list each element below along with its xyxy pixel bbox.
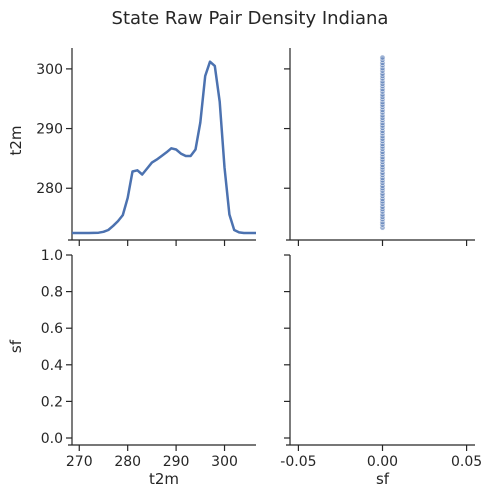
y-tick-label: 0.0 [41, 431, 63, 447]
chart-title: State Raw Pair Density Indiana [112, 8, 389, 29]
panel-sf_sf: -0.05 0.00 0.05 sf [280, 255, 482, 488]
x-tick-label: 0.00 [367, 454, 398, 470]
scatter-point [380, 55, 385, 60]
y-axis-label: t2m [7, 125, 25, 155]
y-axis-label: sf [7, 339, 25, 353]
y-tick-label: 0.4 [41, 358, 63, 374]
kde-line [72, 62, 256, 233]
y-tick-label: 0.6 [41, 321, 63, 337]
y-tick-label: 300 [36, 62, 63, 78]
plot-layer: 280 290 300 t2m 0.0 0.2 0.4 0.6 0.8 1.0 270 280 290 3… [7, 48, 482, 488]
panel-t2m_t2m: 280 290 300 t2m [7, 48, 256, 246]
x-tick-label: -0.05 [280, 454, 316, 470]
x-axis-label: t2m [149, 470, 179, 488]
y-tick-label: 0.2 [41, 394, 63, 410]
panel-sf_t2m: 0.0 0.2 0.4 0.6 0.8 1.0 270 280 290 300 sf t2m [7, 248, 256, 488]
panel-t2m_sf [284, 48, 475, 246]
x-tick-label: 0.05 [451, 454, 482, 470]
y-tick-label: 280 [36, 181, 63, 197]
y-tick-label: 1.0 [41, 248, 63, 264]
y-tick-label: 290 [36, 122, 63, 138]
x-tick-label: 270 [66, 454, 93, 470]
x-tick-label: 300 [211, 454, 238, 470]
x-axis-label: sf [376, 470, 390, 488]
x-tick-label: 280 [114, 454, 141, 470]
y-tick-label: 0.8 [41, 285, 63, 301]
x-tick-label: 290 [163, 454, 190, 470]
